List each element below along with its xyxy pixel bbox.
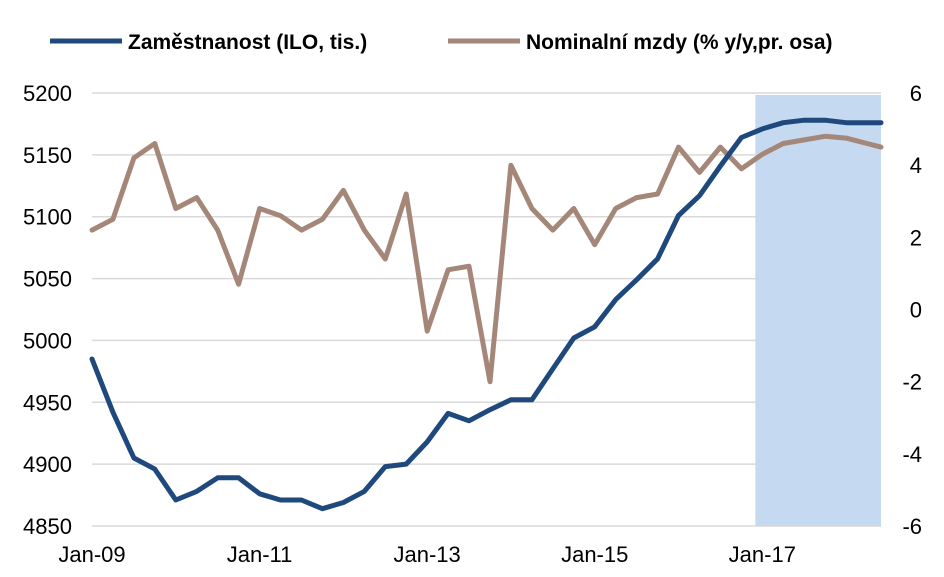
x-tick-label: Jan-11 (227, 542, 293, 567)
right-tick-label: 6 (910, 81, 922, 106)
x-tick-label: Jan-09 (58, 542, 125, 567)
left-tick-label: 5000 (23, 328, 72, 353)
left-tick-label: 4850 (23, 514, 72, 539)
forecast-shade (755, 95, 881, 526)
left-tick-label: 4900 (23, 452, 72, 477)
series-line-employment (89, 117, 884, 512)
x-tick-label: Jan-13 (394, 542, 461, 567)
x-tick-label: Jan-15 (561, 542, 628, 567)
left-tick-label: 5200 (23, 81, 72, 106)
left-tick-label: 5150 (23, 143, 72, 168)
right-tick-label: -6 (902, 514, 922, 539)
right-tick-label: -2 (902, 370, 922, 395)
right-tick-label: -4 (902, 442, 922, 467)
left-tick-label: 5050 (23, 267, 72, 292)
right-axis-ticks: -6 -4 -2 0 2 4 6 (902, 81, 922, 539)
legend: Zaměstnanost (ILO, tis.) Nominalní mzdy … (50, 31, 833, 54)
shaded-forecast-region (755, 95, 881, 526)
x-tick-label: Jan-17 (729, 542, 796, 567)
legend-label-wages: Nominalní mzdy (% y/y,pr. osa) (526, 31, 833, 54)
left-tick-label: 4950 (23, 390, 72, 415)
legend-label-employment: Zaměstnanost (ILO, tis.) (128, 31, 367, 54)
right-tick-label: 4 (910, 153, 922, 178)
right-tick-label: 2 (910, 225, 922, 250)
series-line-wages (89, 133, 884, 385)
right-tick-label: 0 (910, 298, 922, 323)
x-axis-ticks: Jan-09 Jan-11 Jan-13 Jan-15 Jan-17 (58, 542, 796, 567)
left-axis-ticks: 4850 4900 4950 5000 5050 5100 5150 5200 (23, 81, 72, 539)
gridlines (92, 92, 881, 527)
left-tick-label: 5100 (23, 205, 72, 230)
series-lines (89, 117, 884, 512)
